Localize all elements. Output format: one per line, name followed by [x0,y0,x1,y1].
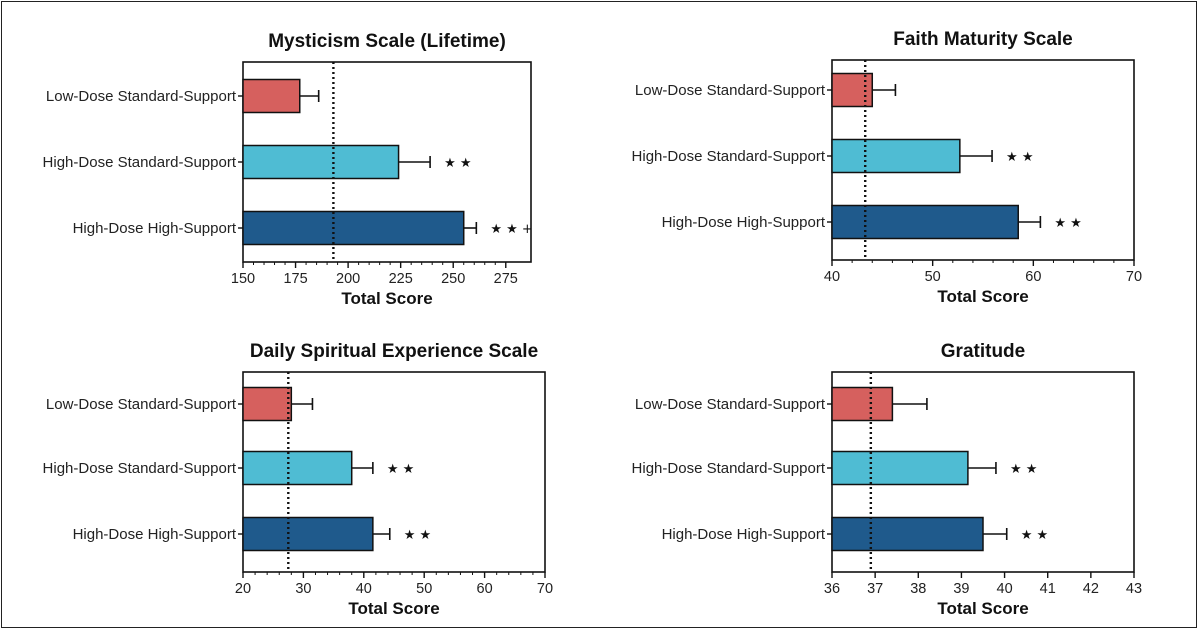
daily-spiritual-xtick-label: 60 [477,581,493,597]
mysticism-bar-low-dose-standard-support [242,78,301,114]
daily-spiritual-xtick-label: 20 [235,581,251,597]
mysticism-xtick-label: 150 [231,271,255,287]
faith-maturity-category-label: High-Dose Standard-Support [632,148,826,165]
faith-maturity-xtick-label: 40 [824,269,840,285]
faith-maturity-title: Faith Maturity Scale [893,29,1073,50]
faith-maturity-category-label: Low-Dose Standard-Support [635,82,826,99]
daily-spiritual-significance-marker: ★ ★ [404,528,431,543]
faith-maturity-significance-marker: ★ ★ [1054,216,1081,231]
faith-maturity-category-label: High-Dose High-Support [662,214,826,231]
daily-spiritual-title: Daily Spiritual Experience Scale [250,341,538,362]
daily-spiritual-bar-high-dose-high-support [242,516,374,552]
mysticism-xtick-label: 200 [336,271,360,287]
daily-spiritual-xtick-label: 50 [416,581,432,597]
gratitude-xtick-label: 39 [953,581,969,597]
daily-spiritual-bar-high-dose-standard-support [242,450,353,486]
gratitude-significance-marker: ★ ★ [1010,462,1037,477]
gratitude-bar-high-dose-standard-support [831,450,969,486]
faith-maturity-bar-high-dose-standard-support [831,138,961,174]
gratitude-category-label: High-Dose High-Support [662,526,826,543]
daily-spiritual-xtick-label: 30 [295,581,311,597]
mysticism-xtick-label: 250 [441,271,465,287]
daily-spiritual-xtick-label: 70 [537,581,553,597]
daily-spiritual-category-label: High-Dose Standard-Support [43,460,237,477]
mysticism-xtick-label: 225 [389,271,413,287]
gratitude-title: Gratitude [941,341,1025,362]
faith-maturity-xtick-label: 50 [925,269,941,285]
mysticism-significance-marker: ★ ★ + [490,222,532,237]
daily-spiritual-x-axis-label: Total Score [348,599,439,618]
mysticism-xtick-label: 175 [283,271,307,287]
gratitude-xtick-label: 38 [910,581,926,597]
daily-spiritual-category-label: High-Dose High-Support [73,526,237,543]
mysticism-bar-high-dose-high-support [242,210,465,246]
gratitude-xtick-label: 41 [1040,581,1056,597]
gratitude-xtick-label: 40 [997,581,1013,597]
faith-maturity-x-axis-label: Total Score [937,287,1028,306]
mysticism-title: Mysticism Scale (Lifetime) [268,31,506,52]
daily-spiritual-category-label: Low-Dose Standard-Support [46,396,237,413]
gratitude-xtick-label: 37 [867,581,883,597]
faith-maturity-bar-high-dose-high-support [831,204,1019,240]
gratitude-significance-marker: ★ ★ [1021,528,1048,543]
mysticism-category-label: High-Dose Standard-Support [43,154,237,171]
mysticism-bar-high-dose-standard-support [242,144,400,180]
mysticism-xtick-label: 275 [494,271,518,287]
mysticism-category-label: Low-Dose Standard-Support [46,88,237,105]
gratitude-x-axis-label: Total Score [937,599,1028,618]
mysticism-category-label: High-Dose High-Support [73,220,237,237]
faith-maturity-significance-marker: ★ ★ [1006,150,1033,165]
daily-spiritual-bar-low-dose-standard-support [242,386,293,422]
gratitude-category-label: Low-Dose Standard-Support [635,396,826,413]
daily-spiritual-significance-marker: ★ ★ [387,462,414,477]
gratitude-category-label: High-Dose Standard-Support [632,460,826,477]
gratitude-bar-low-dose-standard-support [831,386,894,422]
gratitude-xtick-label: 43 [1126,581,1142,597]
gratitude-bar-high-dose-high-support [831,516,984,552]
gratitude-xtick-label: 42 [1083,581,1099,597]
mysticism-x-axis-label: Total Score [341,289,432,308]
faith-maturity-xtick-label: 60 [1025,269,1041,285]
gratitude-xtick-label: 36 [824,581,840,597]
daily-spiritual-xtick-label: 40 [356,581,372,597]
faith-maturity-xtick-label: 70 [1126,269,1142,285]
mysticism-significance-marker: ★ ★ [444,156,471,171]
